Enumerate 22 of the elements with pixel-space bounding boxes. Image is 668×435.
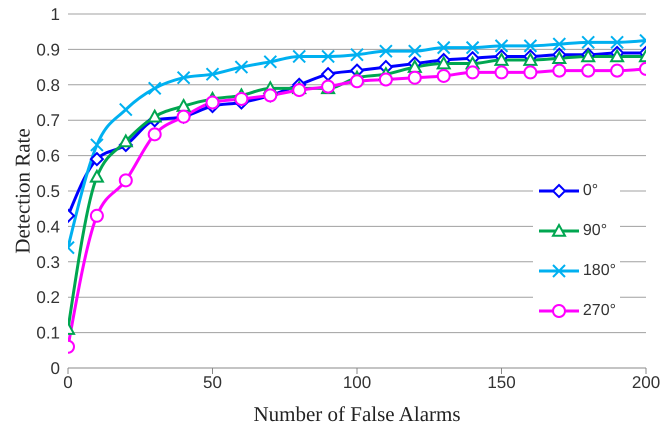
y-tick-label: 0 (50, 359, 60, 378)
y-axis-title: Detection Rate (10, 128, 34, 254)
y-tick-label: 0.5 (36, 182, 60, 202)
y-tick-label: 0.4 (36, 217, 60, 236)
y-tick-label: 0.2 (36, 288, 60, 308)
y-tick-label: 0.8 (36, 76, 60, 95)
legend-label: 0° (582, 182, 598, 200)
y-tick-label: 1 (50, 5, 60, 24)
y-tick-label: 0.1 (36, 324, 60, 343)
x-tick-label: 150 (487, 373, 516, 392)
x-tick-label: 0 (63, 373, 73, 392)
y-tick-label: 0.7 (36, 111, 60, 130)
y-tick-label: 0.3 (36, 252, 60, 272)
legend-label: 180° (582, 262, 616, 280)
x-axis-title: Number of False Alarms (253, 402, 461, 426)
legend-label: 90° (582, 222, 608, 240)
x-tick-label: 200 (632, 373, 660, 392)
x-tick-label: 50 (203, 373, 222, 392)
y-tick-label: 0.9 (36, 40, 60, 60)
y-tick-label: 0.6 (36, 146, 60, 166)
legend-label: 270° (582, 302, 616, 320)
x-tick-label: 100 (342, 373, 372, 392)
